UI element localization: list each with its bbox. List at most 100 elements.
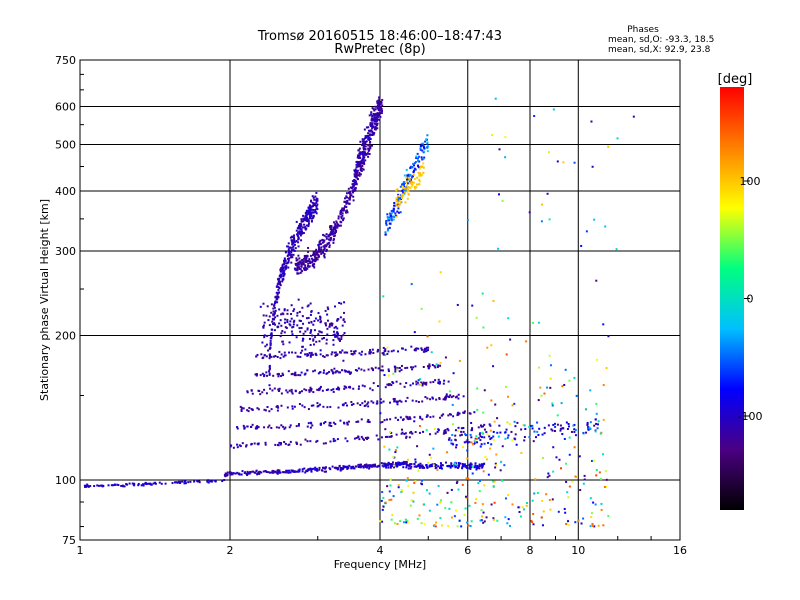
data-point [595,469,598,472]
data-point [583,478,586,481]
data-point [446,427,449,430]
data-point [353,175,356,178]
data-point [276,406,279,409]
data-point [418,514,421,517]
data-point [358,154,361,157]
data-point [367,155,370,158]
data-point [298,267,301,270]
data-point [285,266,288,269]
data-point [176,481,179,484]
data-point [277,375,280,378]
data-point [514,433,517,436]
data-point [332,330,335,333]
data-point [551,429,554,432]
data-point [254,373,257,376]
data-point [272,322,275,325]
data-point [492,480,495,483]
data-point [280,275,283,278]
data-point [595,422,598,425]
data-point [355,182,358,185]
data-point [479,519,482,522]
data-point [278,274,281,277]
data-point [552,108,555,111]
data-point [270,337,273,340]
data-point [387,217,390,220]
data-point [550,428,553,431]
data-point [304,258,307,261]
data-point [242,424,245,427]
data-point [310,320,313,323]
data-point [346,351,349,354]
data-point [363,144,366,147]
data-point [332,232,335,235]
data-point [451,442,454,445]
data-point [267,319,270,322]
data-point [405,521,408,524]
data-point [553,430,556,433]
data-point [433,463,436,466]
y-tick-label: 100 [55,474,76,487]
data-point [329,231,332,234]
data-point [403,181,406,184]
data-point [425,489,428,492]
data-point [271,320,274,323]
data-point [433,428,436,431]
data-point [291,246,294,249]
data-point [310,220,313,223]
data-point [501,199,504,202]
data-point [589,421,592,424]
data-point [290,239,293,242]
data-point [361,138,364,141]
data-point [268,347,271,350]
data-point [284,318,287,321]
data-point [364,465,367,468]
data-point [398,197,401,200]
data-point [154,482,157,485]
data-point [421,384,424,387]
data-point [291,333,294,336]
data-point [469,412,472,415]
data-point [574,429,577,432]
data-point [467,477,470,480]
data-point [314,249,317,252]
data-point [471,472,474,475]
data-point [420,307,423,310]
data-point [359,161,362,164]
data-point [573,428,576,431]
data-point [399,211,402,214]
data-point [283,262,286,265]
data-point [483,428,486,431]
data-point [474,501,477,504]
data-point [519,515,522,518]
data-point [246,390,249,393]
data-point [326,372,329,375]
data-point [504,136,507,139]
data-point [419,145,422,148]
data-point [402,418,405,421]
data-point [481,466,484,469]
data-point [288,351,291,354]
data-point [424,140,427,143]
data-point [279,357,282,360]
data-point [479,432,482,435]
colorbar-tick-label: -100 [738,410,763,423]
data-point [396,403,399,406]
data-point [308,265,311,268]
data-point [330,425,333,428]
data-point [295,336,298,339]
data-point [338,351,341,354]
data-point [353,350,356,353]
data-point [311,217,314,220]
data-point [371,131,374,134]
data-point [573,161,576,164]
data-point [414,431,417,434]
data-point [384,354,387,357]
data-point [266,374,269,377]
data-point [312,216,315,219]
data-point [445,395,448,398]
data-point [421,418,424,421]
data-point [404,187,407,190]
data-point [364,145,367,148]
data-point [520,428,523,431]
data-point [398,461,401,464]
